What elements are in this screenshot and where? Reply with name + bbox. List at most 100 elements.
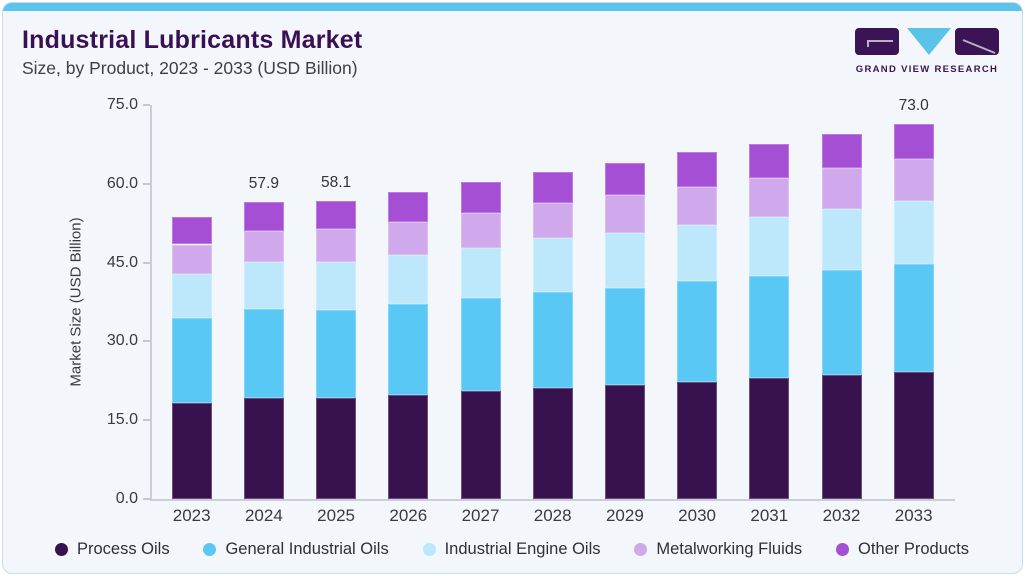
y-tick-mark — [143, 104, 150, 106]
y-tick-label-60.0: 60.0 — [106, 174, 138, 192]
logo-r-block — [955, 28, 999, 55]
logo-v-triangle — [907, 28, 951, 55]
x-tick-label-2030: 2030 — [678, 506, 716, 525]
bar-segment-other-products-2026 — [388, 191, 429, 222]
x-tick-label-2028: 2028 — [533, 506, 572, 525]
x-tick-label-2032: 2032 — [822, 506, 861, 525]
legend-item-industrial-engine-oils: Industrial Engine Oils — [422, 540, 601, 559]
bar-segment-metalworking-fluids-2029 — [604, 195, 645, 233]
y-tick-mark — [143, 340, 150, 343]
bar-segment-general-industrial-oils-2031 — [749, 276, 790, 378]
legend-label-process-oils: Process Oils — [77, 539, 170, 558]
bar-segment-metalworking-fluids-2031 — [749, 177, 790, 217]
bar-segment-process-oils-2027 — [460, 391, 501, 499]
legend-label-metalworking-fluids: Metalworking Fluids — [656, 539, 803, 558]
bar-segment-general-industrial-oils-2029 — [604, 287, 645, 386]
bar-segment-industrial-engine-oils-2024 — [243, 261, 284, 309]
bar-segment-process-oils-2025 — [316, 397, 357, 499]
bar-segment-other-products-2029 — [604, 163, 645, 196]
legend-item-process-oils: Process Oils — [55, 540, 170, 559]
bar-segment-industrial-engine-oils-2027 — [460, 247, 501, 299]
bar-segment-process-oils-2026 — [388, 394, 429, 499]
bar-segment-general-industrial-oils-2026 — [388, 304, 429, 395]
bar-segment-industrial-engine-oils-2030 — [677, 225, 718, 281]
bar-segment-process-oils-2030 — [677, 382, 718, 499]
bar-segment-metalworking-fluids-2030 — [677, 186, 718, 225]
bar-segment-process-oils-2033 — [893, 372, 934, 499]
x-tick-label-2024: 2024 — [244, 506, 283, 525]
legend-dot-general-industrial-oils — [203, 542, 217, 556]
bar-segment-process-oils-2024 — [243, 397, 284, 499]
logo-g-glyph — [867, 40, 893, 47]
gvr-logo-text: GRAND VIEW RESEARCH — [855, 64, 999, 75]
bar-segment-industrial-engine-oils-2032 — [821, 208, 862, 271]
legend-dot-industrial-engine-oils — [422, 542, 436, 556]
bar-segment-other-products-2030 — [677, 152, 718, 187]
legend-dot-metalworking-fluids — [634, 542, 648, 556]
bar-segment-other-products-2031 — [749, 143, 790, 178]
bar-segment-other-products-2033 — [893, 124, 934, 160]
bar-segment-general-industrial-oils-2028 — [532, 292, 573, 389]
bar-segment-general-industrial-oils-2033 — [893, 264, 934, 373]
chart-subtitle: Size, by Product, 2023 - 2033 (USD Billi… — [22, 58, 358, 78]
bar-segment-industrial-engine-oils-2026 — [388, 255, 429, 304]
bar-segment-general-industrial-oils-2025 — [316, 309, 357, 398]
bar-segment-process-oils-2029 — [604, 385, 645, 499]
legend-label-other-products: Other Products — [858, 539, 969, 558]
bar-segment-process-oils-2023 — [171, 403, 212, 499]
total-label-2033: 73.0 — [898, 97, 929, 115]
bar-segment-process-oils-2032 — [821, 375, 862, 499]
bar-segment-metalworking-fluids-2033 — [893, 159, 934, 202]
x-tick-label-2029: 2029 — [605, 506, 644, 525]
legend-dot-other-products — [836, 542, 850, 556]
y-tick-mark — [143, 419, 150, 422]
bar-segment-metalworking-fluids-2026 — [388, 221, 429, 256]
y-axis-line — [150, 105, 152, 499]
chart-title: Industrial Lubricants Market — [22, 26, 363, 54]
bar-segment-metalworking-fluids-2025 — [316, 229, 357, 262]
legend-item-metalworking-fluids: Metalworking Fluids — [634, 540, 802, 559]
bar-segment-other-products-2024 — [243, 201, 284, 232]
y-tick-label-75.0: 75.0 — [106, 96, 138, 113]
bar-segment-industrial-engine-oils-2031 — [749, 216, 790, 277]
bar-segment-general-industrial-oils-2023 — [171, 318, 212, 404]
bar-segment-general-industrial-oils-2024 — [243, 308, 284, 398]
x-tick-label-2027: 2027 — [461, 506, 500, 525]
bar-segment-industrial-engine-oils-2029 — [604, 232, 645, 288]
bar-segment-other-products-2028 — [532, 172, 573, 203]
bar-segment-industrial-engine-oils-2028 — [532, 238, 573, 293]
x-tick-label-2031: 2031 — [750, 506, 789, 525]
bar-segment-metalworking-fluids-2024 — [243, 231, 284, 262]
gvr-logo: GRAND VIEW RESEARCH — [855, 28, 999, 75]
y-tick-mark — [143, 182, 150, 185]
bar-segment-other-products-2032 — [821, 133, 862, 168]
total-label-2024: 57.9 — [248, 174, 279, 192]
total-label-2025: 58.1 — [321, 173, 352, 191]
bar-segment-other-products-2027 — [460, 181, 501, 213]
bar-segment-general-industrial-oils-2027 — [460, 298, 501, 392]
x-tick-label-2026: 2026 — [389, 506, 428, 525]
bar-segment-industrial-engine-oils-2033 — [893, 201, 934, 264]
card-top-accent — [3, 3, 1022, 11]
bar-segment-industrial-engine-oils-2023 — [171, 273, 212, 319]
bar-segment-process-oils-2031 — [749, 377, 790, 499]
y-tick-mark — [143, 261, 150, 264]
bar-segment-metalworking-fluids-2028 — [532, 202, 573, 239]
bar-segment-metalworking-fluids-2023 — [171, 244, 212, 274]
x-tick-label-2023: 2023 — [172, 506, 211, 525]
logo-r-glyph — [962, 39, 996, 54]
y-tick-label-0.0: 0.0 — [115, 490, 138, 507]
x-tick-label-2025: 2025 — [317, 506, 355, 525]
bar-segment-industrial-engine-oils-2025 — [316, 261, 357, 310]
y-tick-label-30.0: 30.0 — [106, 332, 138, 350]
legend-label-general-industrial-oils: General Industrial Oils — [225, 539, 389, 558]
y-axis-title: Market Size (USD Billion) — [67, 217, 85, 387]
bar-segment-other-products-2025 — [316, 200, 357, 230]
legend-item-other-products: Other Products — [836, 540, 969, 559]
bar-segment-metalworking-fluids-2032 — [821, 167, 862, 209]
bar-segment-general-industrial-oils-2032 — [821, 270, 862, 376]
legend-dot-process-oils — [55, 542, 68, 556]
x-tick-label-2033: 2033 — [894, 506, 933, 525]
